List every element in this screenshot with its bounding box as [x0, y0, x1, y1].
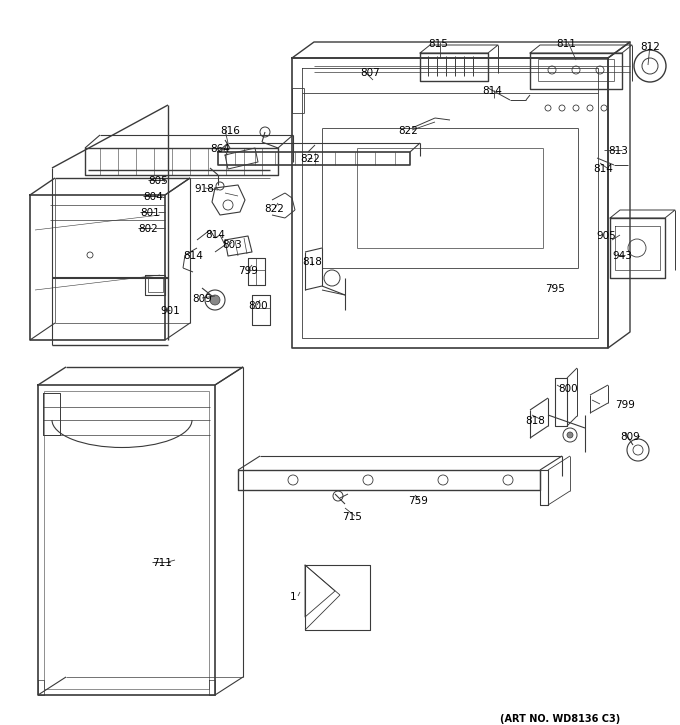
Text: 803: 803 [222, 240, 242, 250]
Text: 818: 818 [525, 416, 545, 426]
Text: 1: 1 [290, 592, 296, 602]
Text: 800: 800 [248, 301, 268, 311]
Text: 804: 804 [143, 192, 163, 202]
Text: 943: 943 [612, 251, 632, 261]
Text: 795: 795 [545, 284, 565, 294]
Text: 816: 816 [220, 126, 240, 136]
Text: 822: 822 [398, 126, 418, 136]
Text: 800: 800 [558, 384, 577, 394]
Text: 715: 715 [342, 512, 362, 522]
Text: 814: 814 [205, 230, 225, 240]
Text: 822: 822 [300, 154, 320, 164]
Text: 802: 802 [138, 224, 158, 234]
Text: 813: 813 [608, 146, 628, 156]
Text: 918: 918 [194, 184, 214, 194]
Text: 905: 905 [596, 231, 616, 241]
Text: 812: 812 [640, 42, 660, 52]
Text: 864: 864 [210, 144, 230, 154]
Text: (ART NO. WD8136 C3): (ART NO. WD8136 C3) [500, 714, 620, 724]
Text: 815: 815 [428, 39, 448, 49]
Text: 822: 822 [264, 204, 284, 214]
Text: 801: 801 [140, 208, 160, 218]
Text: 814: 814 [593, 164, 613, 174]
Text: 799: 799 [615, 400, 635, 410]
Text: 809: 809 [620, 432, 640, 442]
Text: 901: 901 [160, 306, 180, 316]
Text: 818: 818 [302, 257, 322, 267]
Circle shape [210, 295, 220, 305]
Text: 807: 807 [360, 68, 379, 78]
Text: 811: 811 [556, 39, 576, 49]
Text: 809: 809 [192, 294, 211, 304]
Text: 814: 814 [183, 251, 203, 261]
Text: 711: 711 [152, 558, 172, 568]
Text: 759: 759 [408, 496, 428, 506]
Text: 805: 805 [148, 176, 168, 186]
Text: 814: 814 [482, 86, 502, 96]
Circle shape [567, 432, 573, 438]
Text: 799: 799 [238, 266, 258, 276]
